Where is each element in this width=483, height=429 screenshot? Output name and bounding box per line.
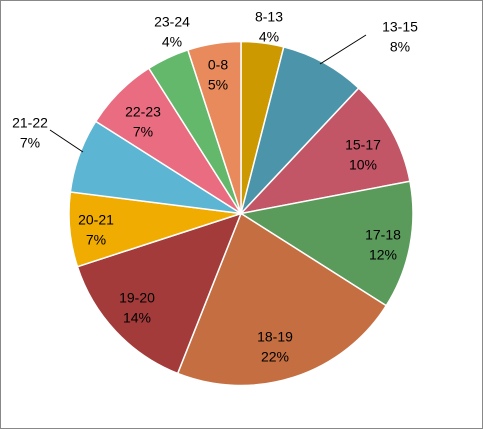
- slice-label: 23-24: [154, 14, 190, 30]
- pie-slice: [176, 212, 388, 387]
- value-label: 14%: [123, 310, 151, 326]
- value-label: 22%: [261, 349, 289, 365]
- value-label: 8%: [390, 39, 410, 55]
- value-label: 4%: [162, 34, 182, 50]
- value-label: 4%: [259, 29, 279, 45]
- slice-label: 19-20: [119, 290, 155, 306]
- slice-label: 8-13: [255, 9, 283, 25]
- slice-label: 18-19: [257, 329, 293, 345]
- value-label: 7%: [20, 135, 40, 151]
- slice-label: 13-15: [382, 19, 418, 35]
- slice-label: 20-21: [78, 212, 114, 228]
- slice-label: 17-18: [365, 227, 401, 243]
- pie-slice: [238, 180, 414, 307]
- value-label: 12%: [369, 247, 397, 263]
- value-label: 5%: [208, 77, 228, 93]
- leader-line: [49, 129, 84, 153]
- slice-label: 22-23: [125, 104, 161, 120]
- slice-label: 15-17: [345, 137, 381, 153]
- slice-label: 21-22: [12, 115, 48, 131]
- pie-slice: [186, 40, 242, 214]
- value-label: 10%: [349, 157, 377, 173]
- value-label: 7%: [133, 124, 153, 140]
- slice-label: 0-8: [208, 57, 228, 73]
- leader-line: [319, 34, 367, 65]
- value-label: 7%: [86, 232, 106, 248]
- pie-slice: [238, 87, 411, 215]
